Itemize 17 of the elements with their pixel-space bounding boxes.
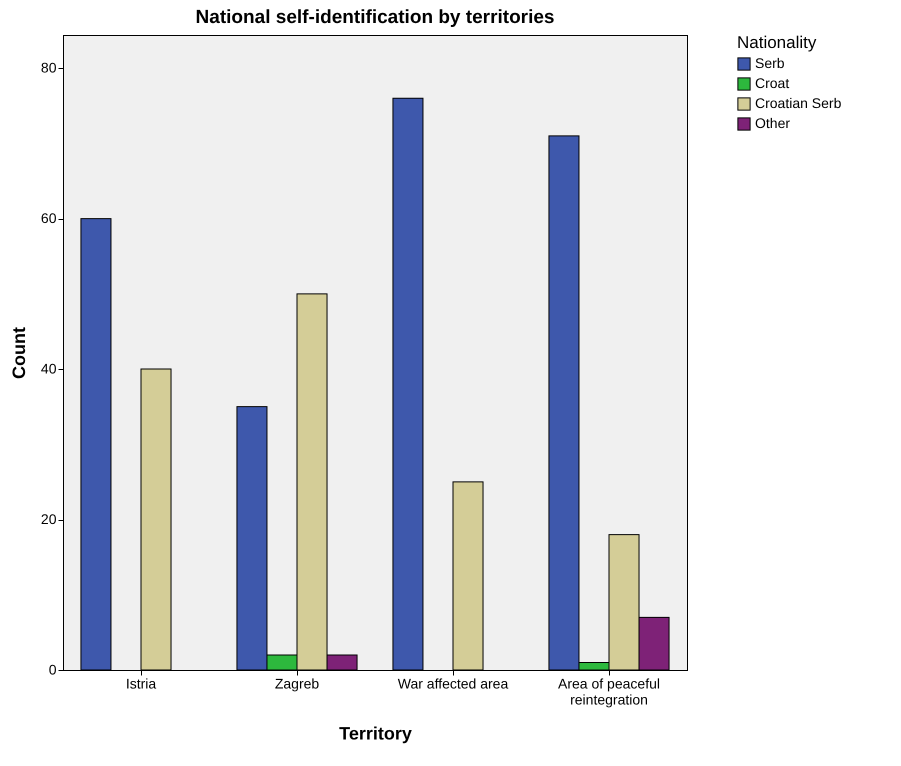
- x-tick-label: Istria: [126, 676, 156, 692]
- y-tick-label: 20: [40, 511, 57, 528]
- legend-title: Nationality: [737, 33, 817, 52]
- legend-label: Croatian Serb: [755, 95, 842, 111]
- x-tick-label: Area of peaceful reintegration: [558, 676, 660, 708]
- legend-label: Other: [755, 115, 790, 131]
- chart-title: National self-identification by territories: [196, 7, 554, 28]
- y-tick-label: 40: [40, 360, 57, 377]
- x-tick-label: Zagreb: [274, 676, 320, 692]
- y-tick-label: 0: [48, 662, 57, 678]
- x-axis-title: Territory: [339, 724, 412, 744]
- y-axis-title: Count: [8, 327, 29, 379]
- y-tick-label: 80: [40, 60, 57, 76]
- x-tick-label: War affected area: [398, 676, 508, 692]
- legend-label: Croat: [755, 75, 790, 91]
- legend-label: Serb: [755, 55, 785, 71]
- y-tick-label: 60: [40, 210, 57, 226]
